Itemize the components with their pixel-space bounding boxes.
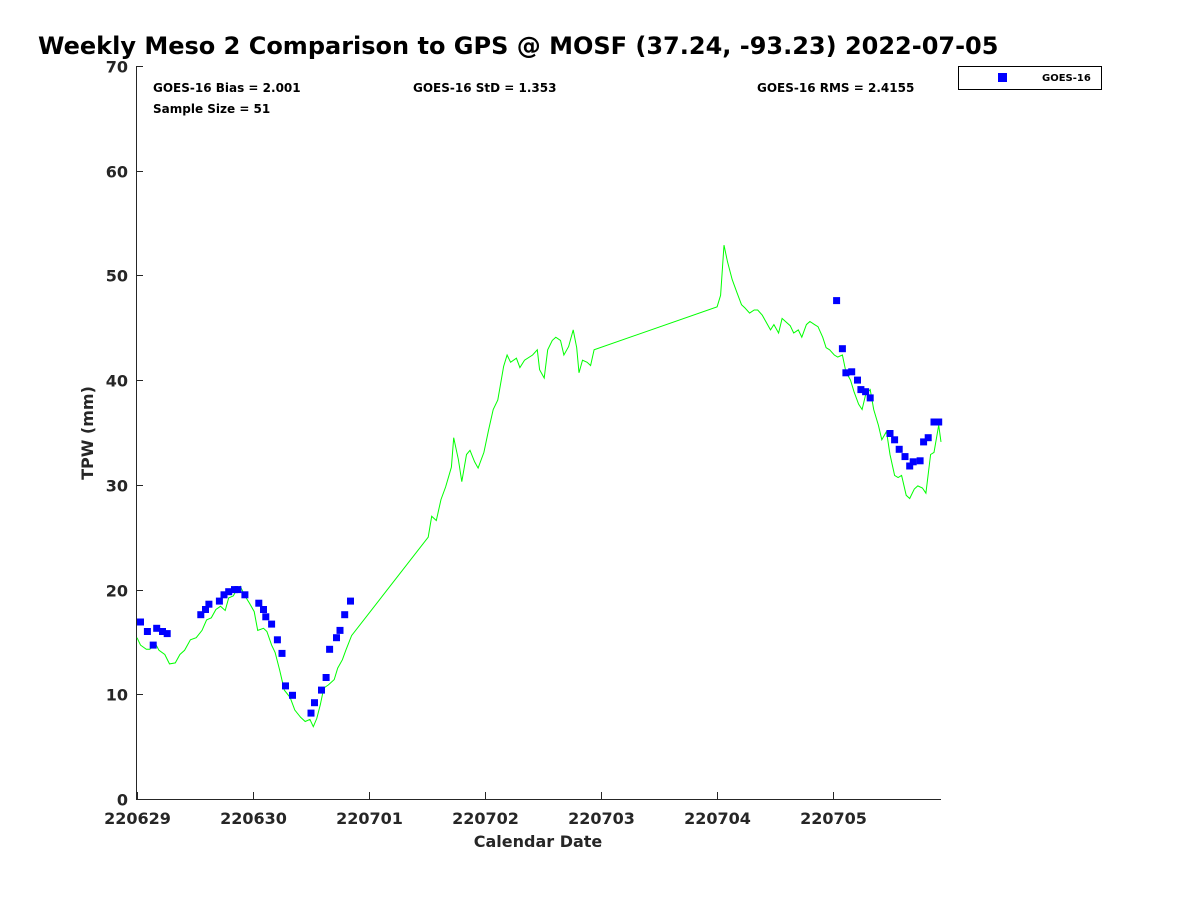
legend-marker-goes16 bbox=[998, 73, 1007, 82]
goes16-point bbox=[895, 445, 903, 453]
y-tick-label: 70 bbox=[106, 58, 128, 77]
x-tick-label: 220630 bbox=[220, 809, 287, 828]
x-tick-label: 220705 bbox=[800, 809, 867, 828]
gps-series-line bbox=[136, 244, 942, 728]
goes16-point bbox=[307, 709, 315, 717]
goes16-point bbox=[920, 438, 928, 446]
goes16-point bbox=[149, 641, 157, 649]
goes16-point bbox=[143, 628, 151, 635]
x-tick-label: 220701 bbox=[336, 809, 403, 828]
goes16-point bbox=[862, 388, 870, 396]
plot-area: 0 10 20 30 40 50 60 70 220629 220630 220701 220702 2… bbox=[104, 58, 943, 828]
goes16-point bbox=[924, 434, 932, 442]
goes16-point bbox=[268, 620, 276, 628]
goes16-point bbox=[260, 606, 267, 613]
goes16-point bbox=[854, 376, 861, 384]
goes16-point bbox=[159, 628, 166, 635]
stat-std: GOES-16 StD = 1.353 bbox=[413, 81, 556, 95]
y-axis-label: TPW (mm) bbox=[78, 386, 97, 480]
y-tick-label: 60 bbox=[106, 163, 128, 182]
goes16-point bbox=[326, 645, 334, 653]
goes16-point bbox=[857, 386, 865, 394]
goes16-point bbox=[341, 611, 349, 619]
goes16-point bbox=[215, 597, 223, 605]
chart-title: Weekly Meso 2 Comparison to GPS @ MOSF (… bbox=[38, 32, 998, 60]
goes16-point bbox=[234, 586, 242, 594]
goes16-point bbox=[901, 453, 909, 461]
goes16-point bbox=[336, 626, 344, 634]
x-tick-label: 220629 bbox=[104, 809, 171, 828]
goes16-point bbox=[886, 430, 894, 437]
goes16-point bbox=[153, 624, 161, 632]
y-tick-label: 30 bbox=[106, 477, 128, 496]
goes16-point bbox=[347, 597, 354, 605]
goes16-point bbox=[916, 457, 924, 465]
x-tick-label: 220704 bbox=[684, 809, 751, 828]
goes16-point bbox=[311, 699, 318, 707]
y-tick-label: 10 bbox=[106, 686, 128, 705]
goes16-point bbox=[906, 462, 914, 470]
legend-label-goes16: GOES-16 bbox=[1042, 73, 1091, 84]
goes16-point bbox=[322, 674, 330, 681]
x-axis-label: Calendar Date bbox=[474, 832, 603, 851]
y-tick-label: 0 bbox=[117, 791, 128, 810]
stat-bias: GOES-16 Bias = 2.001 bbox=[153, 81, 301, 95]
x-tick-label: 220702 bbox=[452, 809, 519, 828]
goes16-point bbox=[163, 630, 171, 638]
goes16-point bbox=[255, 599, 263, 607]
goes16-point bbox=[205, 600, 213, 608]
goes16-point bbox=[282, 682, 289, 690]
goes16-point bbox=[848, 368, 856, 376]
legend-box bbox=[958, 66, 1102, 90]
goes16-point bbox=[318, 686, 325, 694]
legend: GOES-16 bbox=[958, 66, 1102, 90]
goes16-point bbox=[833, 297, 841, 305]
stat-sample-size: Sample Size = 51 bbox=[153, 102, 270, 116]
y-tick-label: 20 bbox=[106, 582, 128, 601]
goes16-point bbox=[241, 591, 249, 599]
goes16-point bbox=[842, 369, 850, 377]
goes16-point bbox=[273, 636, 281, 644]
y-tick-label: 40 bbox=[106, 372, 128, 391]
goes16-point bbox=[202, 606, 209, 613]
goes16-point bbox=[225, 588, 233, 596]
goes16-point bbox=[278, 649, 286, 657]
goes16-point bbox=[220, 591, 228, 599]
goes16-point bbox=[838, 345, 846, 353]
goes16-point bbox=[935, 418, 943, 426]
goes16-point bbox=[909, 458, 917, 466]
goes16-point bbox=[866, 394, 874, 402]
goes16-point bbox=[197, 611, 205, 619]
goes16-point bbox=[333, 634, 340, 642]
goes16-point bbox=[289, 691, 296, 699]
goes16-point bbox=[262, 613, 270, 621]
goes16-point bbox=[891, 436, 899, 444]
goes16-point bbox=[930, 418, 938, 426]
goes16-point bbox=[137, 618, 144, 626]
x-tick-label: 220703 bbox=[568, 809, 635, 828]
y-tick-label: 50 bbox=[106, 267, 128, 286]
stat-rms: GOES-16 RMS = 2.4155 bbox=[757, 81, 914, 95]
